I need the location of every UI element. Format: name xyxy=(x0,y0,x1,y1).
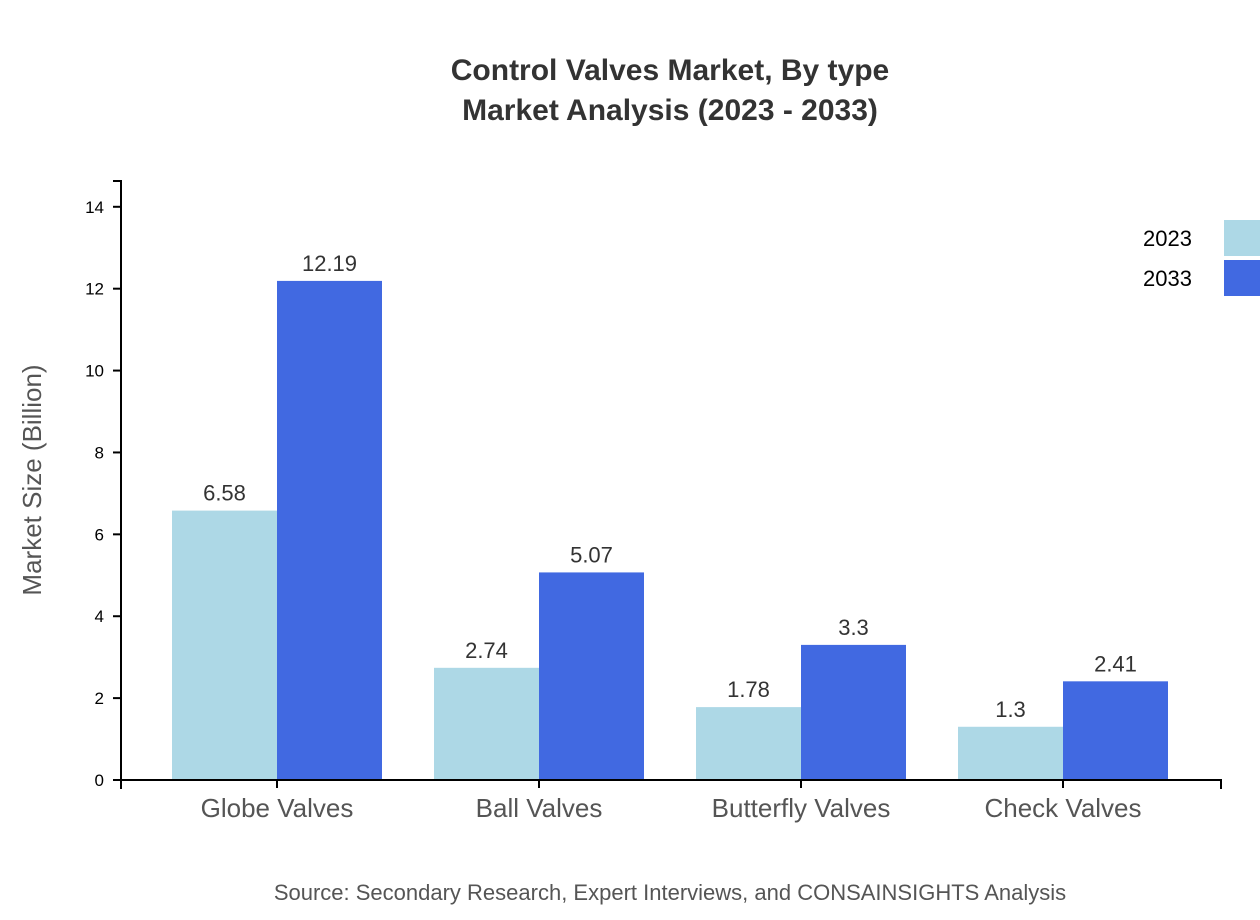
y-tick-label: 8 xyxy=(95,443,104,462)
legend: 2023 2033 xyxy=(1143,220,1260,296)
bar-butterfly-valves-2033 xyxy=(801,644,906,780)
x-tick-label: Butterfly Valves xyxy=(712,793,891,823)
y-tick-label: 4 xyxy=(95,607,104,626)
bar-check-valves-2023 xyxy=(958,726,1063,780)
y-axis xyxy=(113,180,122,781)
x-tick-label: Check Valves xyxy=(984,793,1141,823)
bar-butterfly-valves-2023 xyxy=(696,707,801,780)
source-note: Source: Secondary Research, Expert Inter… xyxy=(274,880,1066,905)
axes-group: Globe Valves Ball Valves Butterfly Valves C… xyxy=(85,180,1222,823)
chart-title-line-1: Control Valves Market, By type xyxy=(451,54,890,87)
y-tick-label: 14 xyxy=(85,198,104,217)
bar-ball-valves-2033 xyxy=(539,572,644,780)
bar-globe-valves-2033 xyxy=(277,280,382,780)
data-label: 6.58 xyxy=(203,481,246,506)
x-tick-label: Globe Valves xyxy=(201,793,354,823)
data-label: 1.78 xyxy=(727,677,770,702)
bars-group: 6.58 12.19 2.74 5.07 1.78 3.3 1.3 2.41 xyxy=(172,251,1168,780)
y-tick-label: 6 xyxy=(95,525,104,544)
x-tick-label: Ball Valves xyxy=(476,793,603,823)
x-axis xyxy=(120,779,1222,789)
data-label: 3.3 xyxy=(838,615,869,640)
chart-title-line-2: Market Analysis (2023 - 2033) xyxy=(462,94,878,127)
y-tick-label: 12 xyxy=(85,280,104,299)
y-axis-label: Market Size (Billion) xyxy=(17,364,47,595)
data-label: 1.3 xyxy=(995,697,1026,722)
y-tick-label: 2 xyxy=(95,689,104,708)
data-label: 5.07 xyxy=(570,542,613,567)
data-label: 2.74 xyxy=(465,638,508,663)
legend-label-2033: 2033 xyxy=(1143,266,1192,291)
bar-globe-valves-2023 xyxy=(172,510,277,780)
bar-check-valves-2033 xyxy=(1063,681,1168,780)
bar-ball-valves-2023 xyxy=(434,667,539,780)
legend-swatch-2033 xyxy=(1224,260,1260,296)
y-tick-label: 10 xyxy=(85,362,104,381)
legend-swatch-2023 xyxy=(1224,220,1260,256)
data-label: 2.41 xyxy=(1094,651,1137,676)
y-tick-label: 0 xyxy=(95,771,104,790)
data-label: 12.19 xyxy=(302,251,357,276)
legend-label-2023: 2023 xyxy=(1143,226,1192,251)
